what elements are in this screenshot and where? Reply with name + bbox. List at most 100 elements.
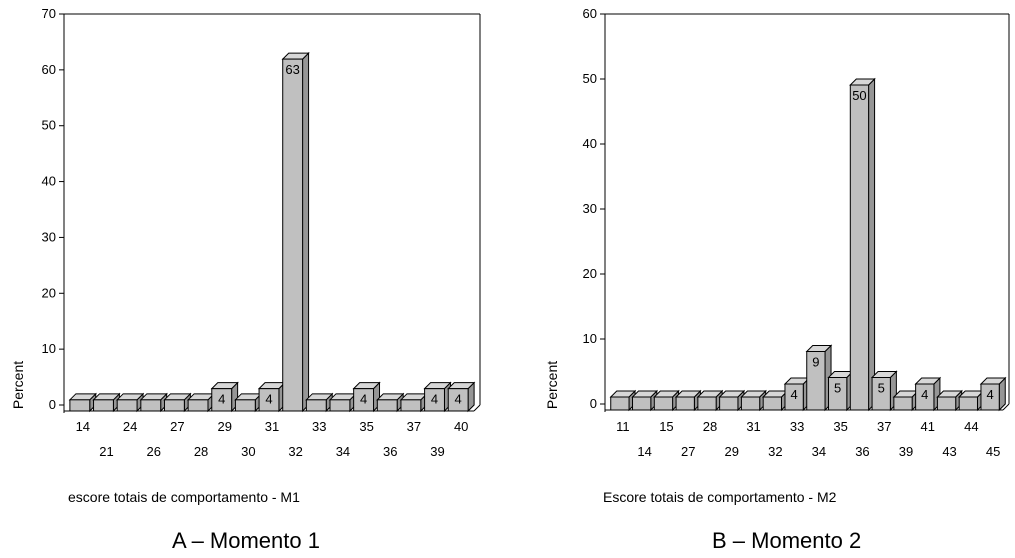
- y-tick-label: 60: [42, 62, 56, 77]
- x-tick-label: 43: [942, 444, 956, 459]
- y-tick-label: 0: [49, 397, 56, 412]
- bar: [305, 399, 327, 412]
- x-tick-label: 28: [703, 419, 717, 434]
- x-tick-label: 39: [899, 444, 913, 459]
- y-axis-label: Percent: [544, 361, 560, 409]
- data-label: 4: [265, 392, 272, 407]
- x-tick-label: 41: [921, 419, 935, 434]
- y-axis-label: Percent: [10, 361, 26, 409]
- x-tick-label: 29: [725, 444, 739, 459]
- x-tick-label: 39: [430, 444, 444, 459]
- bar: [234, 399, 256, 412]
- bar: [187, 399, 209, 412]
- x-tick-label: 33: [312, 419, 326, 434]
- x-tick-label: 14: [76, 419, 90, 434]
- x-tick-label: 32: [288, 444, 302, 459]
- bar: [697, 396, 717, 411]
- y-tick-label: 10: [42, 341, 56, 356]
- bar: [353, 388, 375, 412]
- x-tick-label: 36: [855, 444, 869, 459]
- x-tick-label: 36: [383, 444, 397, 459]
- data-label: 4: [986, 387, 993, 402]
- x-tick-label: 27: [681, 444, 695, 459]
- x-tick-label: 29: [217, 419, 231, 434]
- chart-panel-momento-1: 0 10 20 30 40 50 60 70 Percent 14 21 24 26 27 28 4 29 30 4…: [0, 0, 500, 558]
- data-label: 5: [834, 381, 841, 396]
- y-tick-label: 10: [583, 331, 597, 346]
- floor-edge-line: [473, 404, 481, 412]
- chart-caption: A – Momento 1: [172, 528, 320, 553]
- y-tick-label: 60: [583, 6, 597, 21]
- data-label: 4: [218, 392, 225, 407]
- data-label: 5: [878, 381, 885, 396]
- bar: [258, 388, 280, 412]
- x-tick-label: 37: [407, 419, 421, 434]
- bar: [447, 388, 469, 412]
- bar: [69, 399, 91, 412]
- y-tick-label: 0: [590, 396, 597, 411]
- x-tick-label: 28: [194, 444, 208, 459]
- y-tick-label: 50: [42, 118, 56, 133]
- y-tick-label: 20: [42, 285, 56, 300]
- bar: [980, 383, 1000, 411]
- bar: [610, 396, 630, 411]
- bar: [958, 396, 978, 411]
- bar: [140, 399, 162, 412]
- x-tick-label: 27: [170, 419, 184, 434]
- bar: [915, 383, 935, 411]
- bar: [871, 377, 891, 411]
- bar: [211, 388, 233, 412]
- bar: [719, 396, 739, 411]
- bar: [632, 396, 652, 411]
- x-tick-label: 26: [147, 444, 161, 459]
- x-tick-label: 35: [359, 419, 373, 434]
- x-tick-label: 35: [833, 419, 847, 434]
- x-tick-label: 21: [99, 444, 113, 459]
- y-tick-label: 30: [583, 201, 597, 216]
- data-label: 4: [431, 392, 438, 407]
- bar: [282, 58, 304, 412]
- y-tick-label: 50: [583, 71, 597, 86]
- x-tick-label: 37: [877, 419, 891, 434]
- bar-chart-momento-2: 0102030405060Percent11141527282931324339…: [544, 6, 1010, 459]
- chart-caption: B – Momento 2: [712, 528, 862, 553]
- x-tick-label: 31: [265, 419, 279, 434]
- x-tick-label: 40: [454, 419, 468, 434]
- y-tick-label: 40: [583, 136, 597, 151]
- bar: [653, 396, 674, 411]
- bar-chart-momento-1: 0 10 20 30 40 50 60 70 Percent 14 21 24 26 27 28 4 29 30 4…: [10, 6, 481, 459]
- data-label: 4: [790, 387, 797, 402]
- bar: [376, 399, 398, 412]
- y-tick-label: 70: [42, 6, 56, 21]
- x-axis-label: Escore totais de comportamento - M2: [603, 489, 837, 505]
- x-tick-label: 45: [986, 444, 1000, 459]
- bar-side: [302, 51, 310, 413]
- data-label: 63: [285, 62, 299, 77]
- chart-panel-momento-2: 0 10 20 30 40 50 60 Percent 11 14 15 27 28 29 31 32 4 33 9…: [507, 0, 1015, 558]
- data-label: 9: [812, 355, 819, 370]
- bar-side: [868, 77, 876, 412]
- x-tick-label: 11: [616, 419, 630, 434]
- bar: [675, 396, 695, 411]
- bar: [828, 377, 848, 411]
- bar: [740, 396, 761, 411]
- x-tick-label: 15: [659, 419, 673, 434]
- bar: [400, 399, 422, 412]
- data-label: 4: [455, 392, 462, 407]
- bar: [163, 399, 185, 412]
- data-label: 4: [921, 387, 928, 402]
- x-tick-label: 30: [241, 444, 255, 459]
- data-label: 4: [360, 392, 367, 407]
- x-tick-label: 34: [812, 444, 826, 459]
- x-tick-label: 33: [790, 419, 804, 434]
- data-label: 50: [852, 88, 866, 103]
- x-tick-label: 24: [123, 419, 137, 434]
- x-tick-label: 31: [746, 419, 760, 434]
- x-tick-label: 34: [336, 444, 350, 459]
- bar: [424, 388, 445, 412]
- floor-edge-line: [1002, 403, 1010, 411]
- y-tick-label: 40: [42, 174, 56, 189]
- bar: [784, 383, 804, 411]
- bar: [762, 396, 782, 411]
- y-tick-label: 20: [583, 266, 597, 281]
